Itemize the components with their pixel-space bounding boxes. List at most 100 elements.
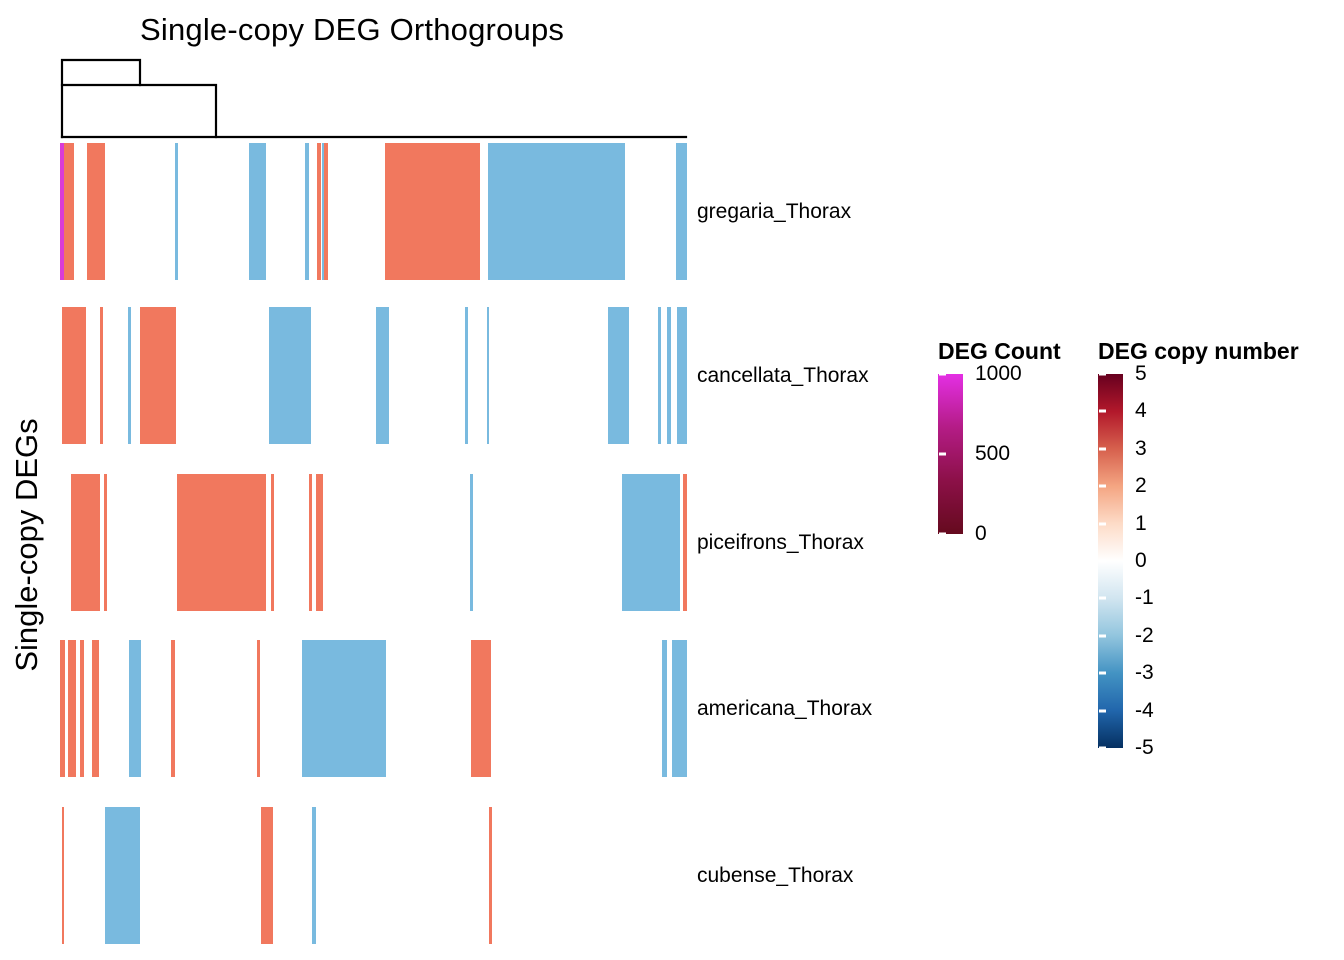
- heatmap-cell: [315, 474, 323, 611]
- legend-deg-count-gradient-bar: [938, 372, 963, 536]
- legend-tick-label: 1000: [975, 362, 1022, 385]
- heatmap-cell: [488, 143, 625, 280]
- heatmap-cell: [302, 640, 387, 777]
- heatmap-cell: [324, 143, 328, 280]
- legend-tick-mark: [939, 532, 946, 536]
- chart-title: Single-copy DEG Orthogroups: [140, 12, 565, 47]
- legend-tick-mark: [1099, 409, 1106, 413]
- legend-tick-mark: [1099, 484, 1106, 488]
- legend-deg-count-tick-marks: [938, 372, 963, 536]
- legend-tick-mark: [1099, 596, 1106, 600]
- legend-tick-label: 0: [975, 522, 987, 545]
- heatmap-cell: [470, 474, 473, 611]
- heatmap-cell: [465, 307, 468, 444]
- heatmap-cell: [321, 143, 324, 280]
- legend-deg-count-title: DEG Count: [938, 338, 1061, 364]
- row-label: piceifrons_Thorax: [697, 530, 864, 554]
- legend-tick-mark: [1099, 559, 1106, 563]
- legend-tick-label: -1: [1135, 586, 1154, 610]
- heatmap-cell: [671, 640, 687, 777]
- legend-copy-number-tick-marks: [1098, 372, 1123, 750]
- legend-deg-count: DEG Count 1000 500 0: [938, 338, 1188, 778]
- heatmap-row: [60, 640, 687, 777]
- legend-tick-label: 3: [1135, 436, 1147, 460]
- heatmap-cell: [71, 474, 101, 611]
- heatmap-cell: [676, 307, 687, 444]
- heatmap-row: [60, 807, 687, 944]
- legend-tick-label: 1: [1135, 511, 1147, 535]
- heatmap-cell: [174, 143, 178, 280]
- legend-tick-label: 500: [975, 442, 1011, 465]
- legend-copy-number-gradient-bar: [1098, 372, 1123, 750]
- heatmap-cell: [68, 640, 77, 777]
- row-label: gregaria_Thorax: [697, 199, 852, 223]
- legend-tick-mark: [1099, 709, 1106, 713]
- legend-copy-number: DEG copy number 5 4 3 2 1 0 -1 -2 -3 -4 -5: [1098, 338, 1344, 778]
- legend-tick-label: -2: [1135, 623, 1154, 647]
- heatmap-cell: [471, 640, 491, 777]
- dendrogram-line: [60, 83, 218, 139]
- legend-copy-number-tick-labels: 5 4 3 2 1 0 -1 -2 -3 -4 -5: [1135, 362, 1215, 759]
- heatmap-row: [60, 307, 687, 444]
- heatmap-cell: [317, 143, 322, 280]
- heatmap-row: [60, 474, 687, 611]
- legend-tick-mark: [939, 372, 946, 376]
- heatmap-cell: [105, 807, 141, 944]
- row-label: cubense_Thorax: [697, 863, 854, 887]
- legend-deg-count-tick-labels: 1000 500 0: [975, 362, 1055, 545]
- row-label: americana_Thorax: [697, 696, 873, 720]
- legend-tick-label: -3: [1135, 661, 1154, 685]
- heatmap-cell: [308, 474, 313, 611]
- legend-tick-label: 0: [1135, 549, 1147, 572]
- legend-tick-label: -4: [1135, 698, 1154, 722]
- legend-tick-mark: [1099, 522, 1106, 526]
- heatmap-cell: [376, 307, 390, 444]
- heatmap-cell: [61, 307, 86, 444]
- heatmap-cell: [86, 143, 106, 280]
- heatmap-cell: [607, 307, 629, 444]
- heatmap-cell: [60, 143, 64, 280]
- heatmap-cell: [621, 474, 681, 611]
- legend-tick-label: 4: [1135, 399, 1147, 423]
- heatmap-cell: [61, 807, 65, 944]
- legend-tick-mark: [1099, 671, 1106, 675]
- row-label: cancellata_Thorax: [697, 363, 869, 387]
- heatmap-cell: [103, 474, 107, 611]
- heatmap-cell: [127, 307, 131, 444]
- heatmap-cell: [268, 307, 311, 444]
- heatmap-cell: [256, 640, 260, 777]
- legend-tick-mark: [939, 452, 946, 456]
- heatmap-cell: [60, 640, 66, 777]
- heatmap-cell: [658, 307, 662, 444]
- heatmap-cell: [486, 307, 490, 444]
- heatmap-cell: [271, 474, 275, 611]
- heatmap-cell: [100, 307, 104, 444]
- legend-tick-label: 5: [1135, 362, 1147, 385]
- heatmap-cell: [140, 307, 176, 444]
- dendrogram-line: [60, 58, 142, 139]
- legend-tick-label: -5: [1135, 736, 1154, 759]
- legend-copy-number-title: DEG copy number: [1098, 338, 1299, 364]
- heatmap-cell: [666, 307, 671, 444]
- heatmap-row: [60, 143, 687, 280]
- legend-tick-mark: [1099, 372, 1106, 376]
- heatmap-cell: [63, 143, 74, 280]
- heatmap-cell: [312, 807, 316, 944]
- legend-tick-mark: [1099, 746, 1106, 750]
- heatmap-cell: [675, 143, 687, 280]
- heatmap-cell: [488, 807, 492, 944]
- legend-tick-label: 2: [1135, 474, 1147, 498]
- heatmap-cell: [177, 474, 267, 611]
- heatmap-cell: [128, 640, 141, 777]
- heatmap-cell: [683, 474, 687, 611]
- heatmap-cell: [170, 640, 175, 777]
- heatmap-cell: [661, 640, 667, 777]
- heatmap-cell: [80, 640, 84, 777]
- heatmap-cell: [305, 143, 309, 280]
- legend-tick-mark: [1099, 447, 1106, 451]
- heatmap-cell: [248, 143, 266, 280]
- legend-tick-mark: [1099, 634, 1106, 638]
- heatmap-cell: [261, 807, 274, 944]
- heatmap-cell: [91, 640, 99, 777]
- y-axis-label: Single-copy DEGs: [9, 418, 44, 672]
